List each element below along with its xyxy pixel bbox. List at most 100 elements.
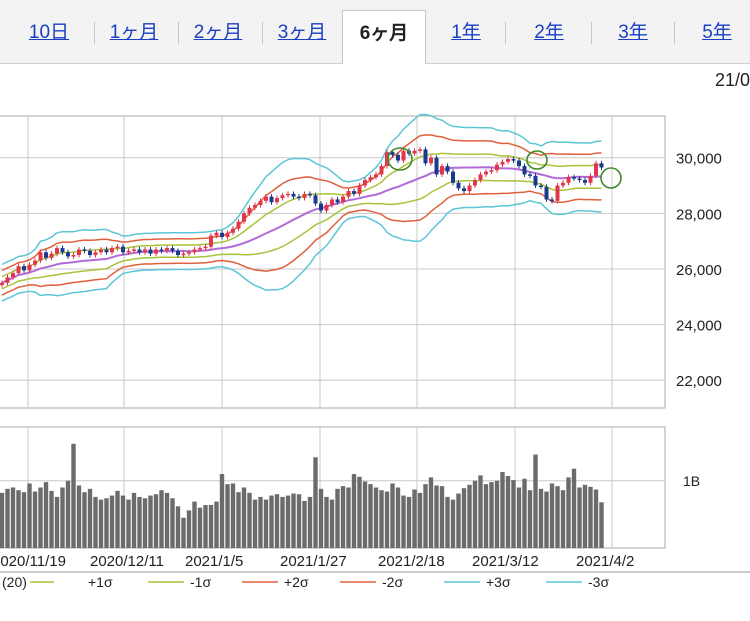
volume-bar: [16, 490, 21, 548]
candle-body: [225, 232, 230, 237]
candle-body: [176, 250, 180, 256]
candle-body: [71, 255, 76, 257]
candle-body: [528, 174, 532, 176]
volume-bar: [269, 495, 274, 548]
minus-2-sigma-line: [1, 190, 602, 296]
candle-body: [346, 191, 351, 197]
candle-body: [599, 163, 604, 168]
candle-body: [368, 177, 373, 180]
volume-bar: [65, 480, 71, 548]
volume-bar: [566, 477, 571, 548]
volume-bar: [593, 489, 599, 548]
volume-bar: [313, 457, 318, 548]
candle-body: [170, 248, 175, 251]
volume-bar: [390, 483, 395, 548]
volume-bar: [291, 493, 296, 548]
volume-bar: [307, 496, 313, 548]
volume-bar: [483, 484, 489, 548]
volume-bar: [582, 484, 588, 548]
candle-body: [357, 185, 362, 194]
candle-body: [324, 204, 329, 211]
volume-bar: [335, 488, 340, 548]
candle-body: [66, 252, 70, 257]
volume-bar: [296, 494, 302, 548]
candle-body: [539, 185, 543, 188]
volume-bar: [203, 504, 208, 548]
volume-bar: [538, 488, 544, 548]
candle-body: [264, 196, 268, 201]
volume-grid: 1B: [0, 426, 700, 549]
candle-body: [11, 273, 15, 278]
tab-6m[interactable]: 6ヶ月: [342, 10, 426, 64]
volume-bar: [555, 486, 560, 548]
volume-bar: [192, 501, 197, 548]
volume-bar: [428, 477, 434, 548]
volume-bar: [346, 487, 351, 548]
volume-bar: [263, 499, 269, 548]
tab-2m[interactable]: 2ヶ月: [193, 22, 243, 43]
candle-body: [555, 185, 560, 201]
volume-bar: [247, 492, 252, 548]
date-hint: 21/0: [714, 70, 750, 90]
volume-bar: [478, 475, 483, 548]
volume-bar: [280, 496, 285, 548]
volume-bar: [505, 476, 511, 548]
candle-body: [33, 260, 37, 265]
candle-body: [319, 203, 323, 211]
candle-body: [506, 159, 510, 162]
candle-body: [583, 179, 587, 183]
volume-bar: [362, 481, 368, 548]
volume-bar: [302, 500, 307, 548]
candle-body: [214, 232, 219, 236]
volume-bar: [5, 488, 10, 548]
tab-2y[interactable]: 2年: [534, 22, 564, 43]
volume-bar: [560, 490, 566, 548]
candle-body: [412, 150, 417, 154]
candle-body: [187, 252, 191, 254]
tab-10d[interactable]: 10日: [28, 22, 70, 43]
candle-body: [495, 164, 499, 171]
candle-body: [209, 235, 213, 247]
date-axis: 2020/11/19 2020/12/11 2021/1/5 2021/1/27 202…: [0, 553, 634, 570]
candle-body: [137, 249, 142, 253]
volume-bar: [434, 485, 439, 548]
candle-body: [434, 157, 439, 175]
date-tick-label: 2020/11/19: [0, 553, 66, 570]
candle-body: [572, 177, 576, 179]
legend-label: +2σ: [284, 574, 309, 590]
volume-bar: [120, 495, 126, 548]
volume-bar: [104, 498, 109, 548]
tab-5y[interactable]: 5年: [702, 22, 732, 43]
volume-bar: [230, 483, 236, 548]
candle-body: [44, 252, 48, 258]
volume-bar: [357, 476, 362, 548]
candle-body: [533, 175, 538, 186]
volume-bar: [142, 498, 148, 548]
price-grid: [0, 115, 666, 409]
candle-body: [242, 213, 246, 222]
candle-body: [115, 246, 120, 249]
candle-body: [429, 157, 433, 164]
volume-bar: [252, 499, 258, 548]
candle-body: [38, 252, 43, 261]
candle-body: [550, 199, 554, 201]
volume-bar: [137, 496, 142, 548]
volume-bar: [588, 486, 593, 548]
candle-body: [313, 195, 318, 204]
candle-body: [192, 249, 197, 253]
tab-3m[interactable]: 3ヶ月: [277, 22, 327, 43]
price-panel-frame: [0, 115, 666, 409]
candle-body: [88, 250, 92, 256]
candle-body: [473, 179, 477, 186]
tab-1m[interactable]: 1ヶ月: [109, 22, 159, 43]
candle-body: [220, 232, 224, 237]
legend-label: +3σ: [486, 574, 511, 590]
date-tick-label: 2021/1/5: [185, 553, 243, 570]
candle-body: [143, 249, 147, 253]
candle-body: [363, 179, 367, 186]
tab-1y[interactable]: 1年: [451, 22, 481, 43]
volume-bar: [500, 472, 505, 548]
tab-3y[interactable]: 3年: [618, 22, 648, 43]
candle-body: [500, 161, 505, 165]
